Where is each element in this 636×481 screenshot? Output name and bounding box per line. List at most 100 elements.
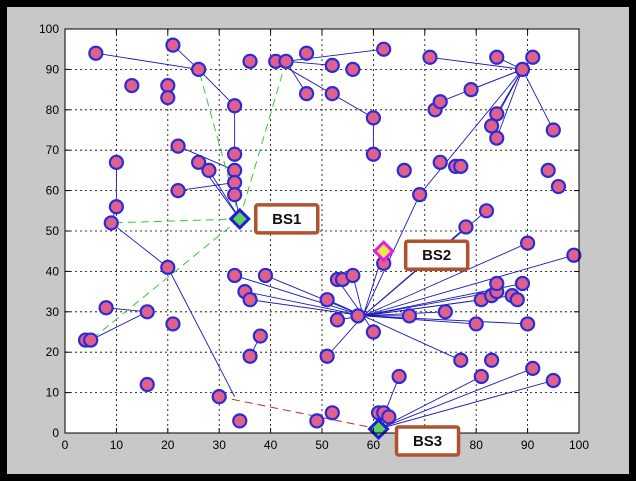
y-tick-label: 20 <box>46 345 60 359</box>
callout-label-bs1: BS1 <box>272 211 301 228</box>
sensor-node <box>324 86 340 102</box>
sensor-node <box>88 45 104 61</box>
node-link <box>470 68 523 91</box>
node-link <box>95 52 199 70</box>
y-tick-label: 40 <box>46 264 60 278</box>
x-tick-label: 100 <box>569 438 589 452</box>
sensor-node <box>108 199 125 215</box>
sensor-node <box>139 304 155 320</box>
sensor-node <box>540 162 556 178</box>
sensor-node <box>391 368 407 385</box>
sensor-node <box>453 158 469 174</box>
sensor-node <box>509 292 525 308</box>
sensor-node <box>227 146 243 162</box>
x-tick-label: 0 <box>62 438 69 452</box>
sensor-node <box>514 275 531 292</box>
sensor-node <box>545 122 561 138</box>
sensor-node <box>519 316 536 332</box>
sensor-node <box>468 316 484 332</box>
x-tick-label: 90 <box>521 438 535 452</box>
sensor-node <box>252 328 268 344</box>
node-link <box>522 69 554 131</box>
node-link <box>378 367 533 430</box>
sensor-node <box>453 352 469 368</box>
sensor-node <box>139 376 155 393</box>
node-link <box>496 69 523 139</box>
sensor-node <box>365 146 381 162</box>
node-link <box>198 69 235 107</box>
sensor-node <box>201 162 217 178</box>
sensor-node <box>489 130 505 146</box>
sensor-node <box>489 275 505 292</box>
sensor-node <box>170 138 186 154</box>
sensor-node <box>345 267 361 284</box>
y-tick-label: 60 <box>46 184 60 198</box>
node-link <box>234 275 364 317</box>
node-link <box>419 69 523 195</box>
x-tick-label: 80 <box>470 438 484 452</box>
sensor-node <box>298 86 315 102</box>
node-link <box>178 182 235 192</box>
node-link <box>244 291 364 317</box>
callout-box-bs2 <box>403 239 470 271</box>
sensor-node <box>242 53 258 69</box>
scatter-plot: 0102030405060708090100010203040506070809… <box>39 22 589 457</box>
sensor-node <box>103 215 119 231</box>
sensor-node <box>324 57 340 73</box>
node-link <box>363 291 497 317</box>
sensor-node <box>242 348 258 364</box>
sensor-node <box>514 61 531 78</box>
node-link <box>249 299 364 317</box>
sensor-node <box>345 61 361 78</box>
sensor-node <box>160 259 176 275</box>
sensor-node <box>525 360 541 376</box>
node-link <box>362 315 461 361</box>
sensor-node <box>160 90 176 106</box>
sensor-node <box>191 61 207 78</box>
node-link <box>378 376 482 430</box>
callout-label-bs2: BS2 <box>422 247 451 264</box>
sensor-node <box>165 316 181 332</box>
sensor-node <box>170 183 186 199</box>
sensor-node <box>165 37 181 53</box>
sensor-node <box>432 94 448 110</box>
callout-box-bs3 <box>394 425 461 457</box>
sensor-node <box>191 154 207 170</box>
x-tick-label: 60 <box>367 438 381 452</box>
sensor-node <box>437 304 453 320</box>
y-tick-label: 90 <box>46 62 60 76</box>
node-link <box>110 222 169 268</box>
sensor-node <box>489 49 505 65</box>
sensor-node <box>519 235 536 251</box>
sensor-node <box>242 292 258 308</box>
y-tick-label: 80 <box>46 103 60 117</box>
sensor-node <box>473 368 489 385</box>
y-tick-label: 30 <box>46 305 60 319</box>
sensor-node <box>298 45 315 61</box>
sensor-node <box>324 405 340 421</box>
base-station-link <box>219 396 379 430</box>
sensor-node <box>232 413 248 429</box>
sensor-node <box>319 292 335 308</box>
node-link <box>167 267 236 397</box>
sensor-node <box>432 154 448 170</box>
figure-window: 0102030405060708090100010203040506070809… <box>7 7 629 474</box>
x-tick-label: 10 <box>110 438 124 452</box>
node-link <box>362 194 421 317</box>
sensor-node <box>484 118 500 134</box>
y-tick-label: 10 <box>46 386 60 400</box>
sensor-node <box>545 372 561 389</box>
sensor-node <box>108 154 125 170</box>
sensor-node <box>83 332 99 348</box>
y-tick-label: 50 <box>46 224 60 238</box>
sensor-node <box>350 308 366 324</box>
sensor-node <box>257 267 274 284</box>
y-tick-label: 0 <box>52 426 59 440</box>
sensor-node <box>484 352 500 368</box>
cluster-head-link <box>239 61 287 220</box>
callout-label-bs3: BS3 <box>413 433 442 450</box>
node-link <box>378 380 554 430</box>
sensor-node <box>211 389 227 405</box>
cluster-head-link <box>111 218 240 224</box>
sensor-node <box>401 308 417 324</box>
